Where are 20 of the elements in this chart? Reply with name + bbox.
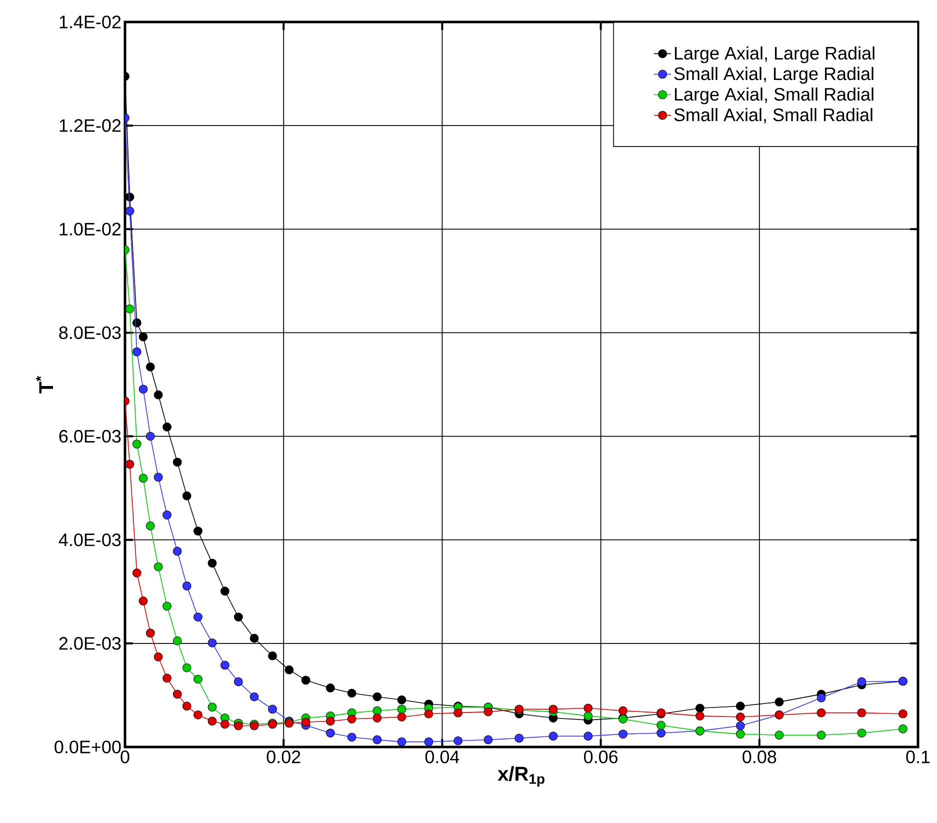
y-tick-label: 0.0E+00 — [54, 740, 121, 754]
x-tick-label: 0.1 — [906, 750, 930, 764]
y-tick-label: 8.0E-03 — [59, 326, 121, 340]
legend-label: Small Axial, Small Radial — [674, 108, 872, 124]
x-axis-title: x/R$_{1p}$ — [498, 766, 544, 787]
x-tick-label: 0.08 — [742, 750, 776, 764]
y-tick-label: 1.4E-02 — [60, 16, 121, 28]
x-tick-label: 0.04 — [425, 750, 460, 764]
legend-label: Large Axial, Large Radial — [674, 46, 874, 64]
y-tick-label: 6.0E-03 — [59, 430, 121, 443]
y-tick-label: 1.2E-02 — [60, 119, 121, 132]
x-tick-label: 0.06 — [584, 750, 618, 764]
y-tick-label: 4.0E-03 — [58, 533, 121, 546]
x-tick-label: 0.02 — [266, 750, 300, 764]
legend-label: Small Axial, Large Radial — [674, 66, 874, 84]
legend-label: Large Axial, Small Radial — [674, 87, 874, 104]
y-axis-title: T$^{*}$ — [36, 376, 54, 394]
x-tick-label: 0 — [120, 750, 130, 764]
y-tick-label: 2.0E-03 — [59, 637, 121, 650]
y-tick-label: 1.0E-02 — [60, 222, 121, 236]
